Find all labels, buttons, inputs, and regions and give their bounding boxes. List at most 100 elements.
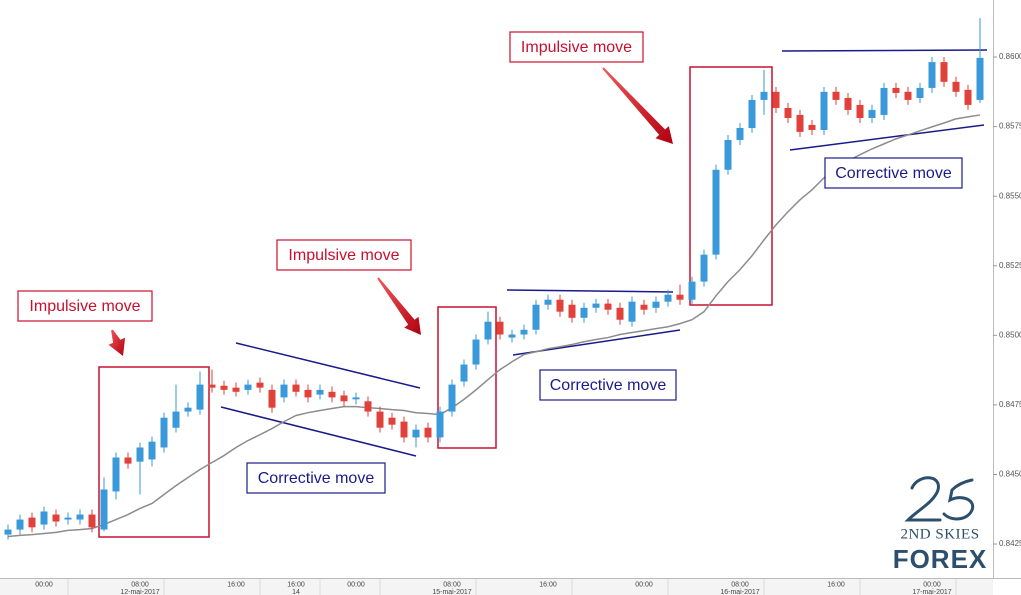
candle-body (544, 299, 552, 305)
candle-body (868, 109, 876, 118)
candle-body (880, 87, 888, 115)
candle-body (292, 384, 300, 392)
candle-body (112, 457, 120, 492)
trend-line (781, 49, 988, 52)
trend-line (506, 289, 674, 293)
candle-body (100, 489, 108, 530)
candle-body (256, 382, 264, 388)
x-tick-label: 08:00 (131, 581, 149, 588)
candle-body (232, 387, 240, 392)
candle-body (940, 62, 948, 82)
candle-body (136, 447, 144, 462)
annotation-text: Impulsive move (29, 298, 140, 315)
impulse-box (437, 306, 497, 449)
candle-body (496, 321, 504, 335)
candle-body (328, 391, 336, 398)
candle-body (484, 321, 492, 340)
candle-body (280, 384, 288, 398)
candle-body (376, 411, 384, 428)
x-tick-label: 00:00 (347, 581, 365, 588)
candle-body (952, 81, 960, 92)
candle-body (76, 514, 84, 520)
annotation-arrow (602, 67, 673, 144)
candle-body (556, 299, 564, 312)
annotation-text: Impulsive move (521, 39, 632, 56)
x-axis-strip (0, 579, 993, 595)
annotation-text: Corrective move (550, 377, 667, 394)
candle-body (856, 104, 864, 118)
candle-body (760, 91, 768, 100)
candle-body (712, 169, 720, 255)
annotation-box (539, 369, 677, 401)
candle-body (412, 429, 420, 438)
x-tick-label: 16:00 (227, 581, 245, 588)
trend-line (789, 124, 985, 151)
y-tick-label: 0.84250 (999, 539, 1021, 548)
x-date-label: 14 (292, 589, 300, 595)
y-tick-label: 0.85250 (999, 261, 1021, 270)
moving-average-line (7, 114, 981, 538)
trend-line (235, 342, 421, 389)
y-tick-label: 0.85500 (999, 191, 1021, 200)
candle-body (52, 514, 60, 522)
y-tick-label: 0.85000 (999, 330, 1021, 339)
logo-line2: FOREX (893, 544, 988, 574)
candle-body (892, 87, 900, 93)
annotation-box (276, 239, 412, 271)
impulse-box (98, 366, 210, 538)
candle-body (184, 407, 192, 412)
candle-body (40, 511, 48, 525)
annotation-box (17, 290, 153, 322)
annotation-text: Corrective move (258, 470, 375, 487)
candle-body (964, 89, 972, 105)
impulse-box (689, 66, 773, 306)
candle-body (784, 107, 792, 118)
candle-body (808, 124, 816, 130)
candle-body (316, 389, 324, 395)
candle-body (4, 529, 12, 535)
logo-glyph (904, 476, 975, 522)
candle-body (424, 427, 432, 438)
candle-body (928, 62, 936, 88)
candle-body (148, 441, 156, 460)
candle-body (904, 91, 912, 100)
x-tick-label: 16:00 (539, 581, 557, 588)
candle-body (28, 517, 36, 528)
candle-body (340, 395, 348, 402)
candle-body (364, 401, 372, 412)
candle-body (16, 519, 24, 530)
candle-body (628, 301, 636, 322)
candle-body (220, 385, 228, 390)
candle-body (916, 87, 924, 98)
candle-body (352, 397, 360, 400)
candle-body (820, 91, 828, 130)
candle-body (724, 139, 732, 170)
x-date-label: 12-mai-2017 (120, 589, 159, 595)
annotation-box (824, 157, 963, 189)
candle-body (520, 329, 528, 335)
logo-five (942, 478, 975, 521)
candle-body (772, 91, 780, 108)
x-tick-label: 16:00 (827, 581, 845, 588)
trend-lines (220, 49, 988, 457)
logo-two (904, 476, 942, 522)
candles (4, 18, 984, 540)
x-date-label: 17-mai-2017 (912, 589, 951, 595)
x-tick-label: 08:00 (731, 581, 749, 588)
x-tick-label: 16:00 (287, 581, 305, 588)
annotation-box (509, 31, 644, 63)
candle-body (460, 364, 468, 382)
candle-body (160, 417, 168, 448)
annotation-box (246, 462, 386, 494)
candle-body (592, 303, 600, 308)
candle-body (832, 91, 840, 100)
candle-body (700, 254, 708, 282)
candle-body (244, 384, 252, 390)
candle-body (676, 294, 684, 300)
trend-line (220, 406, 417, 457)
candle-body (268, 389, 276, 408)
annotation-arrow (377, 277, 421, 335)
